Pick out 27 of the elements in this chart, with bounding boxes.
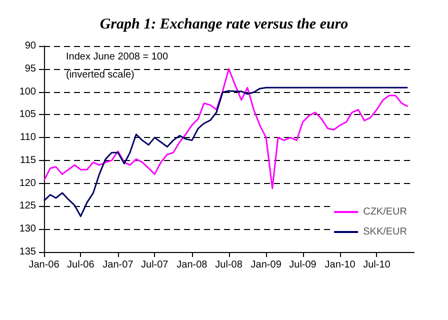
x-tick-label: Jan-08 <box>176 260 208 270</box>
legend-label: CZK/EUR <box>363 206 408 218</box>
x-tick-label: Jan-09 <box>250 260 282 270</box>
y-tick-label: 135 <box>19 246 36 258</box>
line-series <box>43 86 408 218</box>
legend-label: SKK/EUR <box>363 226 408 238</box>
line-series <box>43 68 408 190</box>
y-tick-label: 95 <box>24 63 36 74</box>
annotation: Index June 2008 = 100 <box>66 52 168 62</box>
y-tick-label: 115 <box>20 154 36 166</box>
x-tick-label: Jul-10 <box>363 260 391 270</box>
y-tick-label: 110 <box>20 132 36 144</box>
x-tick-label: Jul-06 <box>67 260 95 270</box>
y-tick-label: 120 <box>19 178 36 189</box>
y-tick-label: 90 <box>24 40 36 52</box>
annotation: (inverted scale) <box>66 70 134 80</box>
y-tick-label: 130 <box>19 224 36 235</box>
y-tick-label: 105 <box>19 109 36 120</box>
chart-title: Graph 1: Exchange rate versus the euro <box>100 16 348 32</box>
x-tick-label: Jan-06 <box>28 260 60 270</box>
x-tick-label: Jul-09 <box>289 260 317 270</box>
y-tick-label: 100 <box>19 86 36 98</box>
x-tick-label: Jul-08 <box>215 260 243 270</box>
x-tick-label: Jan-07 <box>102 260 134 270</box>
x-tick-label: Jul-07 <box>141 260 169 270</box>
x-tick-label: Jan-10 <box>324 260 356 270</box>
y-tick-label: 125 <box>19 200 36 212</box>
